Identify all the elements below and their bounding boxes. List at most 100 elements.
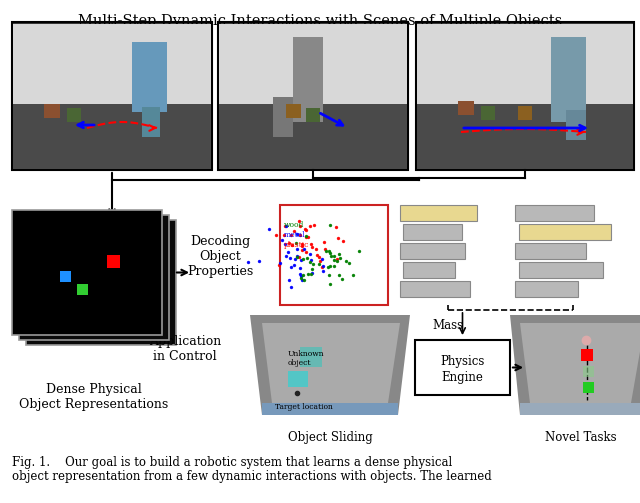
Point [286,283,296,291]
Point [353,247,364,255]
Point [289,261,300,269]
Point [285,263,296,271]
Text: Application
in Control: Application in Control [149,335,221,363]
Bar [416,22,634,170]
Bar [77,284,88,295]
Point [332,223,342,231]
Point [277,236,287,244]
Point [298,277,308,285]
Bar [417,24,633,104]
Point [302,254,312,262]
Bar [280,205,388,305]
Point [299,245,309,254]
Point [296,274,307,282]
Bar [273,97,293,137]
Point [340,257,351,265]
Point [305,258,316,266]
Bar [519,262,603,278]
Point [294,253,304,261]
Point [338,237,348,245]
Bar [458,101,474,115]
Bar [286,104,301,118]
Point [324,249,335,257]
Point [328,256,339,264]
Bar [67,108,81,122]
Text: Multi-Step Dynamic Interactions with Scenes of Multiple Objects: Multi-Step Dynamic Interactions with Sce… [78,14,562,28]
Point [319,237,329,245]
Point [295,222,305,230]
Point [305,250,315,259]
Point [286,231,296,239]
Point [307,257,317,265]
Text: Friction: Friction [549,319,596,332]
Bar [400,243,465,259]
Point [283,248,293,256]
Bar [219,104,407,169]
Point [294,264,305,272]
Bar [306,108,320,122]
Text: Decoding
Object
Properties: Decoding Object Properties [187,235,253,278]
Point [325,280,335,288]
Point [287,241,297,249]
Bar [132,42,167,112]
Bar [19,215,169,340]
Point [332,255,342,263]
Point [285,254,295,262]
Bar [12,210,162,335]
Bar [293,37,323,122]
Bar [515,243,586,259]
Polygon shape [250,315,410,415]
Point [291,229,301,237]
Point [326,253,337,261]
Point [296,276,307,284]
Point [314,260,324,268]
Point [243,258,253,266]
Point [284,238,294,246]
Bar [415,340,510,395]
Bar [417,104,633,169]
Bar [400,281,470,297]
Polygon shape [520,323,640,403]
Bar [582,382,593,393]
Text: wood: wood [284,221,305,229]
Point [307,242,317,250]
Bar [566,110,586,140]
Point [275,259,285,267]
Bar [582,366,593,377]
Bar [142,107,160,137]
Bar [13,24,211,104]
Text: Novel Tasks: Novel Tasks [545,431,616,444]
Bar [26,220,176,345]
Point [344,259,354,267]
Bar [44,104,60,118]
Point [321,247,332,256]
Text: object representation from a few dynamic interactions with objects. The learned: object representation from a few dynamic… [12,470,492,483]
Bar [12,22,212,170]
Point [334,271,344,279]
Point [324,271,334,279]
Point [317,264,327,272]
Point [332,257,342,265]
Point [280,221,290,229]
Bar [481,106,495,120]
Point [308,260,318,268]
Point [348,272,358,280]
Point [301,233,311,241]
Point [295,270,305,278]
Point [254,257,264,265]
Point [307,265,317,273]
Bar [515,205,594,221]
Text: Unknown
object: Unknown object [288,350,324,367]
Bar [107,255,120,268]
Point [302,233,312,241]
Bar [60,271,71,282]
Bar [403,262,455,278]
Point [280,221,291,229]
Point [337,275,348,283]
Text: Object Sliding: Object Sliding [287,431,372,444]
Point [279,231,289,239]
Polygon shape [510,315,640,415]
Point [291,238,301,246]
Point [280,240,291,248]
Point [317,262,328,270]
